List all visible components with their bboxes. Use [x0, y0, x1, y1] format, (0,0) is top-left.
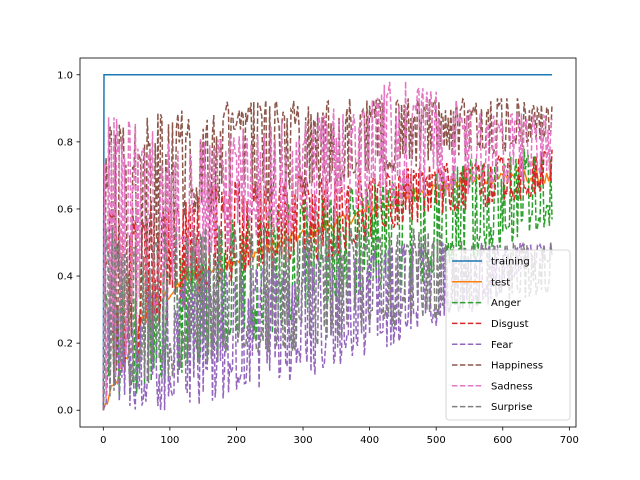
plot-frame: [79, 57, 577, 428]
x-tick-label: 100: [160, 435, 179, 446]
legend-box: [445, 249, 571, 421]
x-tick-label: 400: [360, 435, 379, 446]
y-tick-label: 0.2: [57, 339, 73, 350]
x-axis: 0 100 200 300 400 500 600 700: [100, 427, 579, 446]
y-tick-label: 0.4: [57, 272, 73, 283]
legend-label-training: training: [491, 257, 530, 268]
y-axis: 0.0 0.2 0.4 0.6 0.8 1.0: [57, 70, 80, 417]
y-tick-label: 0.8: [57, 137, 73, 148]
series-line-sadness: [102, 81, 553, 411]
plot-lines: [102, 74, 553, 411]
legend-label-happiness: Happiness: [491, 361, 543, 372]
legend-label-test: test: [491, 277, 510, 288]
legend-label-sadness: Sadness: [491, 381, 533, 392]
x-tick-label: 300: [293, 435, 312, 446]
legend-label-fear: Fear: [491, 340, 513, 351]
x-tick-label: 200: [227, 435, 246, 446]
x-tick-label: 600: [493, 435, 512, 446]
legend: training test Anger Disgust Fear Happiness Sad…: [445, 249, 571, 421]
y-tick-label: 0.0: [57, 406, 73, 417]
x-tick-label: 0: [100, 435, 106, 446]
legend-label-surprise: Surprise: [491, 402, 532, 413]
x-tick-label: 500: [427, 435, 446, 446]
series-line-disgust: [102, 148, 553, 411]
x-tick-label: 700: [560, 435, 579, 446]
legend-label-disgust: Disgust: [491, 319, 529, 330]
legend-label-anger: Anger: [491, 298, 522, 309]
y-tick-label: 0.6: [57, 204, 73, 215]
y-tick-label: 1.0: [57, 70, 73, 81]
